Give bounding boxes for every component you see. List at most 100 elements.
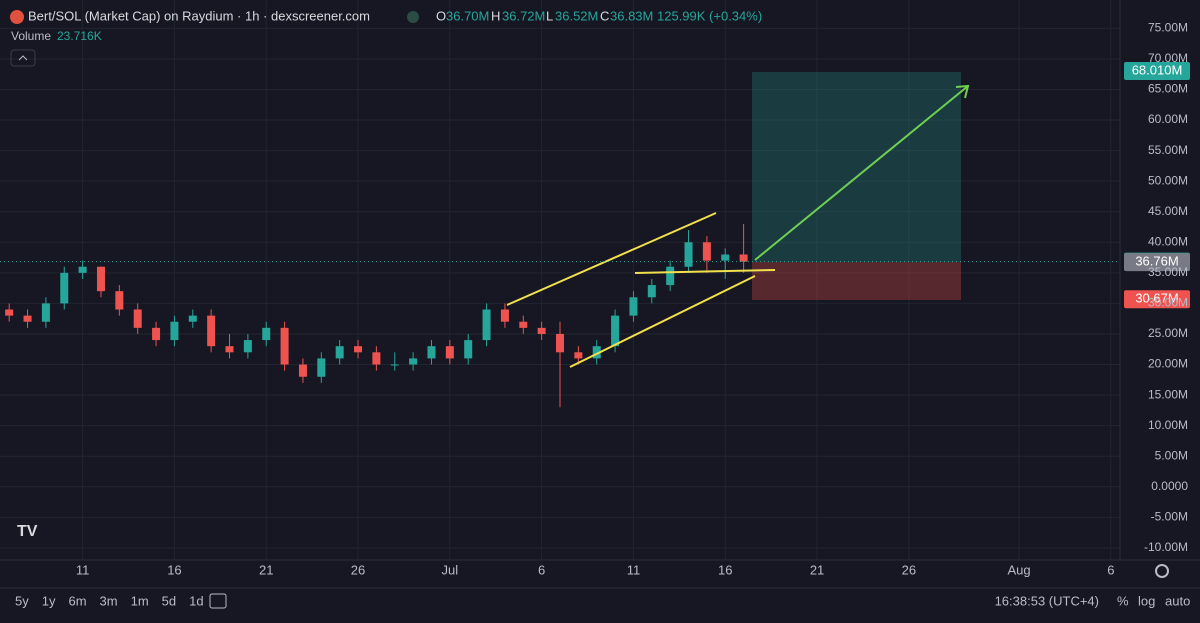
x-tick-label: 26	[351, 562, 365, 577]
candle-body	[390, 364, 399, 366]
candle-body	[427, 346, 436, 359]
lower-channel	[569, 275, 756, 368]
tv-logo: TV	[17, 523, 38, 540]
candle-body	[115, 291, 124, 310]
token-icon	[10, 10, 24, 24]
candle-body	[372, 352, 381, 365]
candle-body	[702, 242, 711, 261]
trend-lines	[506, 212, 776, 368]
candle-body	[721, 254, 730, 261]
candles	[5, 223, 748, 408]
price-label: 30.67M	[1135, 291, 1178, 306]
range-button[interactable]: 1d	[189, 593, 203, 608]
option-button[interactable]: auto	[1165, 593, 1190, 608]
x-tick-label: 6	[1107, 562, 1114, 577]
range-button[interactable]: 1m	[131, 593, 149, 608]
range-button[interactable]: 5y	[15, 593, 29, 608]
price-label: 68.010M	[1132, 62, 1183, 77]
candle-body	[317, 358, 326, 377]
candle-body	[96, 266, 105, 292]
target-arrow	[754, 84, 970, 261]
chart-title: Bert/SOL (Market Cap) on Raydium · 1h · …	[28, 8, 370, 23]
x-tick-label: 21	[810, 562, 824, 577]
y-tick-label: 35.00M	[1148, 265, 1188, 279]
candle-body	[500, 309, 509, 322]
date-range-icon[interactable]	[209, 593, 227, 609]
candle-body	[41, 303, 50, 322]
y-tick-label: 65.00M	[1148, 82, 1188, 96]
price-label-box	[1124, 253, 1190, 272]
candle-body	[537, 327, 546, 334]
y-tick-label: 25.00M	[1148, 326, 1188, 340]
candle-body	[243, 340, 252, 353]
ohlc-value: 36.83M	[610, 8, 653, 23]
status-dot	[407, 11, 419, 23]
candle-body	[611, 315, 620, 347]
y-tick-label: -10.00M	[1144, 540, 1188, 554]
candle-body	[629, 297, 638, 316]
support-line	[634, 269, 776, 274]
volume-value: 23.716K	[57, 29, 102, 43]
price-label: 36.76M	[1135, 254, 1178, 269]
ohlc-key: O	[436, 8, 446, 23]
settings-icon[interactable]	[1155, 564, 1169, 578]
range-button[interactable]: 6m	[68, 593, 86, 608]
candle-body	[409, 358, 418, 365]
ohlc-key: L	[546, 8, 553, 23]
y-tick-label: 75.00M	[1148, 21, 1188, 35]
candle-body	[78, 266, 87, 273]
y-tick-label: 20.00M	[1148, 357, 1188, 371]
candle-body	[170, 321, 179, 341]
option-button[interactable]: %	[1117, 593, 1129, 608]
range-button[interactable]: 1y	[42, 593, 56, 608]
y-tick-label: 45.00M	[1148, 204, 1188, 218]
x-tick-label: Aug	[1007, 562, 1030, 577]
candle-body	[60, 272, 69, 304]
candle-body	[354, 346, 363, 353]
candle-body	[298, 364, 307, 377]
upper-channel	[506, 212, 717, 306]
x-tick-label: 11	[76, 562, 90, 577]
price-label-box	[1124, 290, 1190, 309]
candle-body	[152, 327, 161, 341]
candle-body	[684, 242, 693, 267]
candle-body	[207, 315, 216, 347]
x-tick-label: 6	[538, 562, 545, 577]
x-tick-label: 21	[259, 562, 273, 577]
y-tick-label: 10.00M	[1148, 418, 1188, 432]
candle-body	[556, 333, 564, 353]
volume-label: Volume	[11, 29, 51, 43]
range-button[interactable]: 3m	[100, 593, 118, 608]
price-label-box	[1124, 62, 1190, 81]
candle-body	[133, 309, 142, 328]
candle-body	[482, 309, 491, 341]
collapse-button[interactable]	[10, 49, 36, 67]
y-tick-label: 40.00M	[1148, 234, 1188, 248]
x-tick-label: 11	[627, 562, 641, 577]
candle-body	[5, 309, 14, 316]
candle-body	[445, 346, 454, 359]
candle-body	[592, 346, 601, 359]
y-tick-label: 60.00M	[1148, 112, 1188, 126]
y-tick-label: 15.00M	[1148, 387, 1188, 401]
x-tick-label: 16	[718, 562, 732, 577]
change: 125.99K (+0.34%)	[657, 8, 762, 23]
candle-body	[739, 254, 748, 262]
x-tick-label: Jul	[442, 562, 459, 577]
candle-body	[335, 346, 344, 359]
y-tick-label: 50.00M	[1148, 173, 1188, 187]
candle-body	[262, 327, 271, 341]
range-button[interactable]: 5d	[162, 593, 176, 608]
option-button[interactable]: log	[1138, 593, 1155, 608]
candle-body	[188, 315, 197, 322]
ohlc-value: 36.70M	[446, 8, 489, 23]
y-tick-label: 70.00M	[1148, 51, 1188, 65]
collapse-icon	[18, 55, 28, 61]
ohlc-value: 36.72M	[502, 8, 545, 23]
y-tick-label: -5.00M	[1151, 509, 1188, 523]
y-tick-label: 0.0000	[1151, 479, 1188, 493]
candle-body	[574, 352, 583, 359]
loss-zone	[752, 262, 961, 300]
